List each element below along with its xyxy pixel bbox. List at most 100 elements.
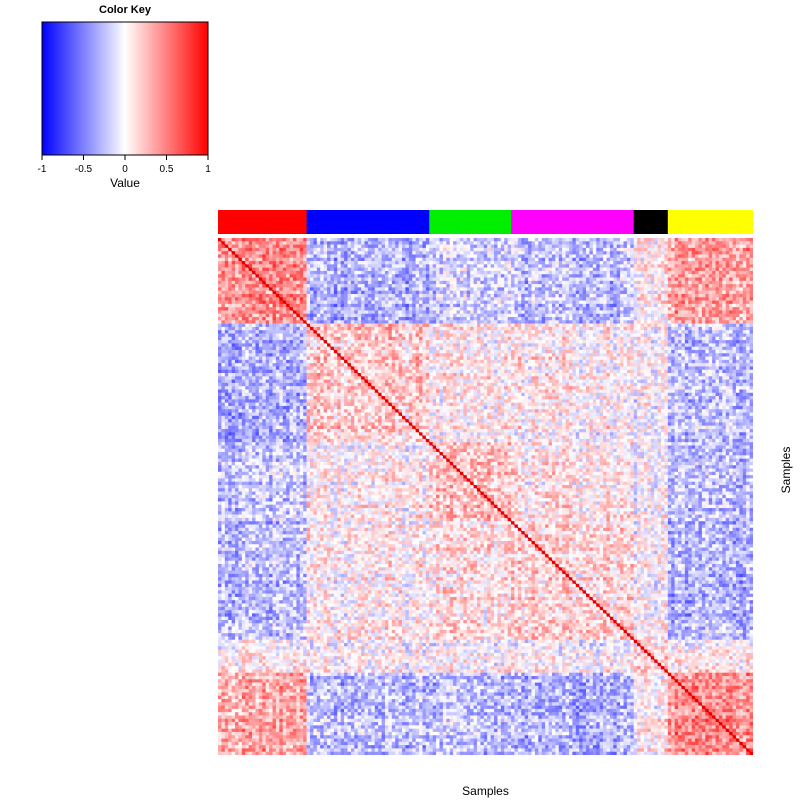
heatmap-cell: [232, 258, 236, 262]
heatmap-cell: [603, 258, 607, 262]
heatmap-cell: [474, 254, 478, 258]
heatmap-cell: [273, 261, 277, 265]
heatmap-cell: [334, 264, 338, 268]
heatmap-cell: [716, 261, 720, 265]
heatmap-cell: [337, 261, 341, 265]
heatmap-cell: [290, 245, 294, 249]
heatmap-cell: [583, 258, 587, 262]
heatmap-cell: [606, 238, 610, 242]
heatmap-cell: [426, 245, 430, 249]
heatmap-cell: [310, 245, 314, 249]
heatmap-cell: [610, 258, 614, 262]
heatmap-cell: [545, 264, 549, 268]
heatmap-cell: [296, 248, 300, 252]
heatmap-cell: [467, 245, 471, 249]
heatmap-cell: [324, 264, 328, 268]
heatmap-cell: [395, 251, 399, 255]
heatmap-cell: [525, 264, 529, 268]
heatmap-cell: [698, 261, 702, 265]
heatmap-cell: [320, 268, 324, 272]
heatmap-cell: [518, 251, 522, 255]
heatmap-cell: [620, 258, 624, 262]
heatmap-cell: [259, 264, 263, 268]
heatmap-cell: [698, 251, 702, 255]
heatmap-cell: [337, 268, 341, 272]
heatmap-cell: [300, 268, 304, 272]
heatmap-cell: [671, 254, 675, 258]
heatmap-cell: [658, 241, 662, 245]
heatmap-cell: [668, 251, 672, 255]
heatmap-cell: [702, 238, 706, 242]
heatmap-cell: [521, 261, 525, 265]
heatmap-cell: [440, 251, 444, 255]
heatmap-cell: [637, 238, 641, 242]
heatmap-cell: [290, 264, 294, 268]
heatmap-cell: [583, 248, 587, 252]
heatmap-cell: [307, 258, 311, 262]
heatmap-cell: [313, 238, 317, 242]
heatmap-cell: [681, 264, 685, 268]
heatmap-cell: [654, 261, 658, 265]
heatmap-cell: [457, 238, 461, 242]
heatmap-cell: [266, 241, 270, 245]
heatmap-cell: [722, 238, 726, 242]
heatmap-cell: [589, 254, 593, 258]
heatmap-cell: [463, 254, 467, 258]
heatmap-cell: [532, 261, 536, 265]
heatmap-cell: [630, 245, 634, 249]
heatmap-cell: [337, 238, 341, 242]
heatmap-cell: [641, 258, 645, 262]
heatmap-cell: [365, 268, 369, 272]
heatmap-cell: [368, 258, 372, 262]
heatmap-cell: [273, 258, 277, 262]
heatmap-cell: [344, 251, 348, 255]
heatmap-cell: [542, 254, 546, 258]
heatmap-cell: [347, 248, 351, 252]
heatmap-cell: [358, 238, 362, 242]
heatmap-cell: [412, 251, 416, 255]
heatmap-cell: [736, 251, 740, 255]
heatmap-cell: [341, 261, 345, 265]
heatmap-cell: [300, 251, 304, 255]
heatmap-cell: [365, 245, 369, 249]
heatmap-cell: [262, 268, 266, 272]
heatmap-cell: [681, 248, 685, 252]
heatmap-cell: [249, 248, 253, 252]
heatmap-cell: [266, 248, 270, 252]
heatmap-cell: [750, 264, 753, 268]
heatmap-cell: [716, 241, 720, 245]
heatmap-cell: [746, 264, 750, 268]
heatmap-cell: [266, 251, 270, 255]
heatmap-cell: [501, 261, 505, 265]
heatmap-cell: [600, 261, 604, 265]
heatmap-cell: [266, 238, 270, 242]
heatmap-cell: [429, 254, 433, 258]
heatmap-cell: [532, 264, 536, 268]
heatmap-cell: [627, 251, 631, 255]
heatmap-cell: [722, 251, 726, 255]
heatmap-cell: [487, 261, 491, 265]
heatmap-cell: [487, 245, 491, 249]
heatmap-cell: [603, 248, 607, 252]
heatmap-cell: [692, 245, 696, 249]
heatmap-cell: [589, 248, 593, 252]
heatmap-cell: [361, 251, 365, 255]
heatmap-cell: [269, 254, 273, 258]
heatmap-cell: [436, 248, 440, 252]
heatmap-cell: [552, 258, 556, 262]
heatmap-cell: [620, 238, 624, 242]
heatmap-cell: [238, 245, 242, 249]
heatmap-cell: [283, 238, 287, 242]
heatmap-cell: [409, 245, 413, 249]
heatmap-cell: [750, 248, 753, 252]
heatmap-cell: [422, 261, 426, 265]
heatmap-cell: [532, 251, 536, 255]
heatmap-cell: [426, 241, 430, 245]
heatmap-cell: [358, 248, 362, 252]
heatmap-cell: [566, 258, 570, 262]
heatmap-cell: [514, 238, 518, 242]
heatmap-cell: [324, 238, 328, 242]
heatmap-cell: [324, 254, 328, 258]
heatmap-cell: [419, 241, 423, 245]
heatmap-cell: [528, 264, 532, 268]
